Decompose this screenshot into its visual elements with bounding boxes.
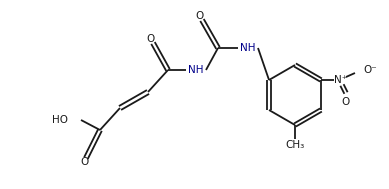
Text: NH: NH xyxy=(240,43,256,53)
Text: O: O xyxy=(81,157,89,167)
Text: O: O xyxy=(342,97,350,107)
Text: O⁻: O⁻ xyxy=(363,65,377,75)
Text: O: O xyxy=(196,11,204,21)
Text: HO: HO xyxy=(52,115,68,125)
Text: O: O xyxy=(147,34,155,44)
Text: NH: NH xyxy=(188,65,204,75)
Text: N⁺: N⁺ xyxy=(335,75,348,85)
Text: CH₃: CH₃ xyxy=(286,140,305,150)
